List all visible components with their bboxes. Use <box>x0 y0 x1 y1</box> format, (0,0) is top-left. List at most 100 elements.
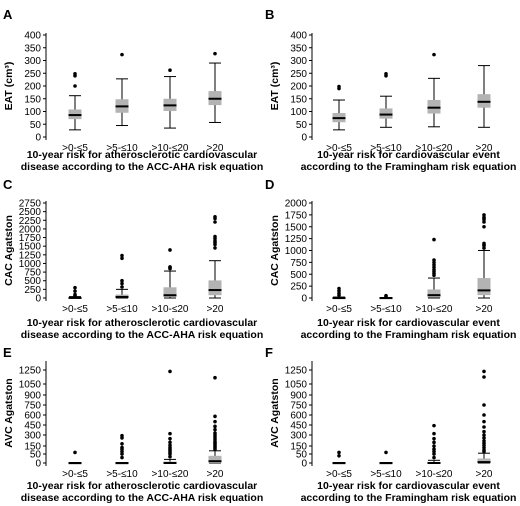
y-axis-label: EAT (cm³) <box>3 62 15 111</box>
y-tick-label: 450 <box>290 421 307 432</box>
outlier-point <box>73 71 77 76</box>
x-category-label: >0-≤5 <box>326 143 352 154</box>
x-axis-label-line: 10-year risk for atherosclerotic cardiov… <box>27 480 258 492</box>
panel-letter: E <box>3 345 12 360</box>
outlier-point <box>432 423 436 428</box>
y-tick-label: 1000 <box>19 259 42 270</box>
x-category-label: >20 <box>207 143 224 154</box>
outlier-point <box>120 281 124 286</box>
outlier-point <box>168 436 172 441</box>
y-tick-label: 0 <box>35 133 41 144</box>
outlier-point <box>482 413 486 417</box>
y-tick-label: 2000 <box>19 224 42 235</box>
outlier-point <box>120 52 124 57</box>
y-tick-label: 0 <box>35 459 41 470</box>
outlier-point <box>482 224 486 229</box>
box-body <box>427 289 441 298</box>
outlier-point <box>432 447 436 452</box>
y-tick-label: 0 <box>301 459 307 470</box>
y-tick-label: 1250 <box>19 250 42 261</box>
outlier-point <box>337 286 341 291</box>
x-category-label: >10-≤20 <box>152 143 189 154</box>
x-category-label: >20 <box>476 469 493 480</box>
box-2 <box>115 433 129 465</box>
y-tick-label: 300 <box>24 56 41 67</box>
x-category-label: >5-≤10 <box>106 304 138 315</box>
outlier-point <box>432 237 436 242</box>
x-category-label: >0-≤5 <box>62 469 88 480</box>
box-1 <box>68 450 82 465</box>
outlier-point <box>120 285 124 289</box>
panel-c: C 025050075010001250150017502000225025002… <box>3 177 263 341</box>
y-tick-label: 200 <box>290 82 307 93</box>
y-axis-label: AVC Agatston <box>3 378 15 447</box>
outlier-point <box>337 454 341 458</box>
outlier-point <box>213 51 217 56</box>
panel-letter: A <box>3 7 13 22</box>
outlier-point <box>432 431 436 436</box>
box-body <box>477 278 491 296</box>
outlier-point <box>384 293 388 298</box>
y-tick-label: 50 <box>30 450 42 461</box>
y-axis-label: CAC Agatston <box>3 215 15 286</box>
y-tick-label: 2750 <box>19 199 42 210</box>
outlier-point <box>213 215 217 219</box>
outlier-point <box>482 213 486 217</box>
box-body <box>208 455 222 463</box>
box-4 <box>477 213 491 299</box>
y-tick-label: 1750 <box>285 210 308 221</box>
y-tick-label: 100 <box>290 107 307 118</box>
x-category-label: >0-≤5 <box>326 304 352 315</box>
box-2 <box>115 253 129 299</box>
x-category-label: >5-≤10 <box>106 143 138 154</box>
y-tick-label: 350 <box>290 43 307 54</box>
y-tick-label: 50 <box>296 450 308 461</box>
outlier-point <box>432 455 436 460</box>
outlier-point <box>482 433 486 437</box>
y-tick-label: 0 <box>301 133 307 144</box>
panel-letter: B <box>265 7 274 22</box>
y-tick-label: 100 <box>24 107 41 118</box>
outlier-point <box>73 84 77 88</box>
outlier-point <box>120 253 124 258</box>
x-axis-label-line: according to the Framingham risk equatio… <box>301 161 517 173</box>
box-1 <box>332 450 346 465</box>
x-category-label: >5-≤10 <box>370 469 402 480</box>
outlier-point <box>432 444 436 448</box>
y-tick-label: 1250 <box>285 366 308 377</box>
outlier-point <box>120 433 124 438</box>
x-axis-label-line: according to the Framingham risk equatio… <box>301 329 517 341</box>
y-tick-label: 600 <box>24 411 41 422</box>
box-2 <box>379 450 393 465</box>
outlier-point <box>73 285 77 290</box>
outlier-point <box>482 429 486 434</box>
outlier-point <box>168 440 172 445</box>
outlier-point <box>482 439 486 443</box>
outlier-point <box>213 220 217 224</box>
y-axis-label: CAC Agatston <box>269 215 281 286</box>
x-category-label: >5-≤10 <box>370 304 402 315</box>
box-3 <box>427 52 441 128</box>
box-1 <box>332 84 346 131</box>
y-tick-label: 500 <box>290 270 307 281</box>
x-axis-label-line: 10-year risk for cardiovascular event <box>317 317 500 329</box>
y-tick-label: 1000 <box>285 246 308 257</box>
y-tick-label: 50 <box>30 120 42 131</box>
box-4 <box>208 215 222 299</box>
y-tick-label: 50 <box>296 120 308 131</box>
box-4 <box>477 65 491 128</box>
x-category-label: >20 <box>476 143 493 154</box>
box-4 <box>208 375 222 464</box>
x-axis-label-line: 10-year risk for cardiovascular event <box>317 149 500 161</box>
y-tick-label: 750 <box>24 268 41 279</box>
box-4 <box>477 369 491 464</box>
y-tick-label: 900 <box>290 391 307 402</box>
y-tick-label: 350 <box>24 43 41 54</box>
outlier-point <box>213 234 217 239</box>
box-3 <box>427 237 441 299</box>
y-tick-label: 200 <box>24 82 41 93</box>
y-tick-label: 150 <box>290 442 307 453</box>
